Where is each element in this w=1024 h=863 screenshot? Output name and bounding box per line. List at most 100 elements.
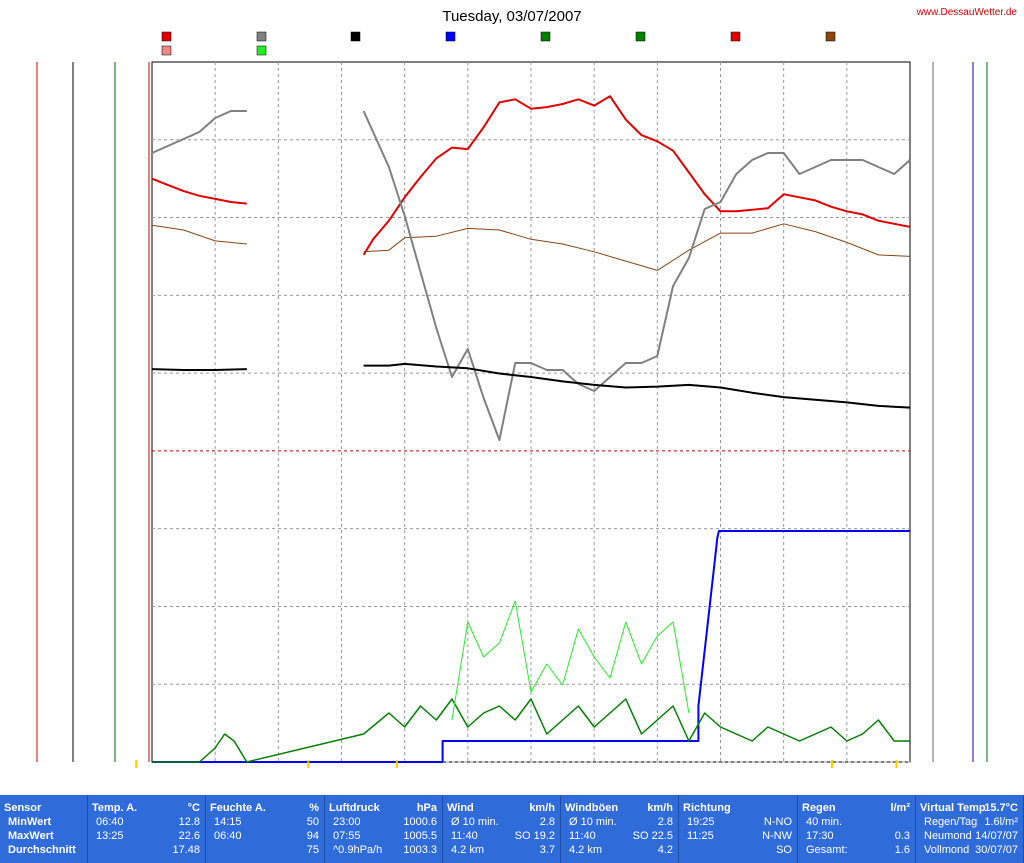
stats-row-value: 4.2 (657, 844, 673, 856)
stats-row-value: 14/07/07 (975, 830, 1018, 842)
grid-lines (152, 62, 910, 763)
stats-header-name: Regen (802, 802, 836, 814)
stats-row-label: 4.2 km (451, 844, 485, 856)
axes (36, 62, 988, 762)
stats-row-value: 50 (306, 816, 319, 828)
stats-header-unit: hPa (416, 802, 437, 814)
stats-row-value: 2.8 (657, 816, 673, 828)
stats-row-value: 2.8 (539, 816, 555, 828)
stats-row-label: Ø 10 min. (569, 816, 617, 828)
stats-row-value: 94 (306, 830, 319, 842)
stats-row: 06:40 12.8 (92, 815, 202, 829)
stats-row-label: 06:40 (96, 816, 124, 828)
stats-row: 11:40 SO 22.5 (565, 829, 675, 843)
stats-row-value: SO (776, 844, 792, 856)
stats-header-name: Richtung (683, 802, 731, 814)
stats-row: MaxWert (4, 829, 84, 843)
stats-row-value: 1003.3 (403, 844, 437, 856)
stats-row-label: 07:55 (333, 830, 361, 842)
stats-row: 11:40 SO 19.2 (447, 829, 557, 843)
legend-swatch (256, 45, 267, 56)
stats-row-label: 40 min. (806, 816, 843, 828)
stats-column: Sensor MinWert MaxWert Durchschnitt (0, 795, 88, 863)
stats-row-value: 1.6 (894, 844, 910, 856)
stats-row-value: N-NW (762, 830, 792, 842)
stats-row-label: 23:00 (333, 816, 361, 828)
stats-row-label: Vollmond (924, 844, 970, 856)
stats-column: Luftdruck hPa 23:00 1000.6 07:55 1005.5 ^0.9hP… (325, 795, 443, 863)
legend-swatch (445, 31, 456, 42)
stats-row-value: 30/07/07 (975, 844, 1018, 856)
stats-row: Gesamt: 1.6 (802, 843, 912, 857)
stats-header-name: Temp. A. (92, 802, 138, 814)
stats-table: Sensor MinWert MaxWert Durchschnitt Temp. A.… (0, 795, 1024, 863)
stats-row-label: 14:15 (214, 816, 242, 828)
stats-header-unit: km/h (529, 802, 555, 814)
stats-header-name: Sensor (4, 802, 42, 814)
stats-row: 14:15 50 (210, 815, 321, 829)
series-tempa (362, 95, 911, 256)
weather-chart: Tuesday, 03/07/2007 www.DessauWetter.de (36, 7, 1018, 768)
stats-row: 40 min. (802, 815, 912, 829)
series-feuchtea (151, 110, 247, 154)
stats-row-label: 19:25 (687, 816, 715, 828)
stats-row-label: Neumond (924, 830, 972, 842)
stats-column: Wind km/h Ø 10 min. 2.8 11:40 SO 19.2 4.2 km 3.… (443, 795, 561, 863)
series-luftdruck (363, 362, 911, 409)
stats-header: Regen l/m² (802, 801, 912, 815)
stats-row-value: 0.3 (894, 830, 910, 842)
stats-row: 23:00 1000.6 (329, 815, 439, 829)
stats-row-label: ^0.9hPa/h (333, 844, 383, 856)
legend-swatch (161, 31, 172, 42)
stats-column: Richtung 19:25 N-NO 11:25 N-NW SO (679, 795, 798, 863)
stats-row: Regen/Tag 1.6l/m² (920, 815, 1020, 829)
stats-row: Vollmond 30/07/07 (920, 843, 1020, 857)
stats-row-value: SO 22.5 (632, 830, 673, 842)
stats-row: 06:40 94 (210, 829, 321, 843)
series-luftdruck (151, 368, 247, 371)
stats-row: 13:25 22.6 (92, 829, 202, 843)
chart-title: Tuesday, 03/07/2007 (442, 8, 581, 25)
stats-row: 4.2 km 3.7 (447, 843, 557, 857)
stats-row: 17.48 (92, 843, 202, 857)
stats-row: 19:25 N-NO (683, 815, 794, 829)
stats-row-label: 11:25 (687, 830, 714, 842)
stats-row-value: 3.7 (539, 844, 555, 856)
stats-header: Sensor (4, 801, 84, 815)
series-wind (152, 698, 910, 763)
stats-header-unit: 15.7°C (984, 802, 1018, 814)
stats-header: Luftdruck hPa (329, 801, 439, 815)
stats-row-label: 4.2 km (569, 844, 603, 856)
stats-column: Regen l/m² 40 min. 17:30 0.3 Gesamt: 1.6 (798, 795, 916, 863)
legend (161, 31, 836, 56)
site-link[interactable]: www.DessauWetter.de (916, 7, 1018, 18)
stats-row-label: 11:40 (569, 830, 596, 842)
stats-column: Feuchte A.% 14:15 50 06:40 94 75 (206, 795, 325, 863)
series-tempa (151, 177, 247, 205)
legend-swatch (161, 45, 172, 56)
stats-row-value: SO 19.2 (514, 830, 555, 842)
stats-header: Wind km/h (447, 801, 557, 815)
stats-row-value: 1.6l/m² (984, 816, 1018, 828)
legend-swatch (350, 31, 361, 42)
stats-header: Virtual Temp 15.7°C (920, 801, 1020, 815)
stats-row: SO (683, 843, 794, 857)
stats-row-label: 06:40 (214, 830, 242, 842)
stats-row-value: 1000.6 (403, 816, 437, 828)
stats-row-value: 75 (306, 844, 319, 856)
stats-row: 07:55 1005.5 (329, 829, 439, 843)
legend-swatch (540, 31, 551, 42)
stats-header-unit: km/h (647, 802, 673, 814)
stats-row: Ø 10 min. 2.8 (447, 815, 557, 829)
stats-row: Ø 10 min. 2.8 (565, 815, 675, 829)
stats-header-name: Wind (447, 802, 474, 814)
stats-column: Virtual Temp 15.7°C Regen/Tag 1.6l/m² Neumon… (916, 795, 1024, 863)
stats-row-label: 17:30 (806, 830, 834, 842)
stats-header-name: Feuchte A. (210, 802, 266, 814)
stats-row: 75 (210, 843, 321, 857)
stats-row-value: 17.48 (172, 844, 200, 856)
series-windben (451, 600, 690, 721)
stats-row-value: 22.6 (178, 830, 200, 842)
stats-header-unit: °C (187, 802, 200, 814)
stats-row-label: Ø 10 min. (451, 816, 499, 828)
